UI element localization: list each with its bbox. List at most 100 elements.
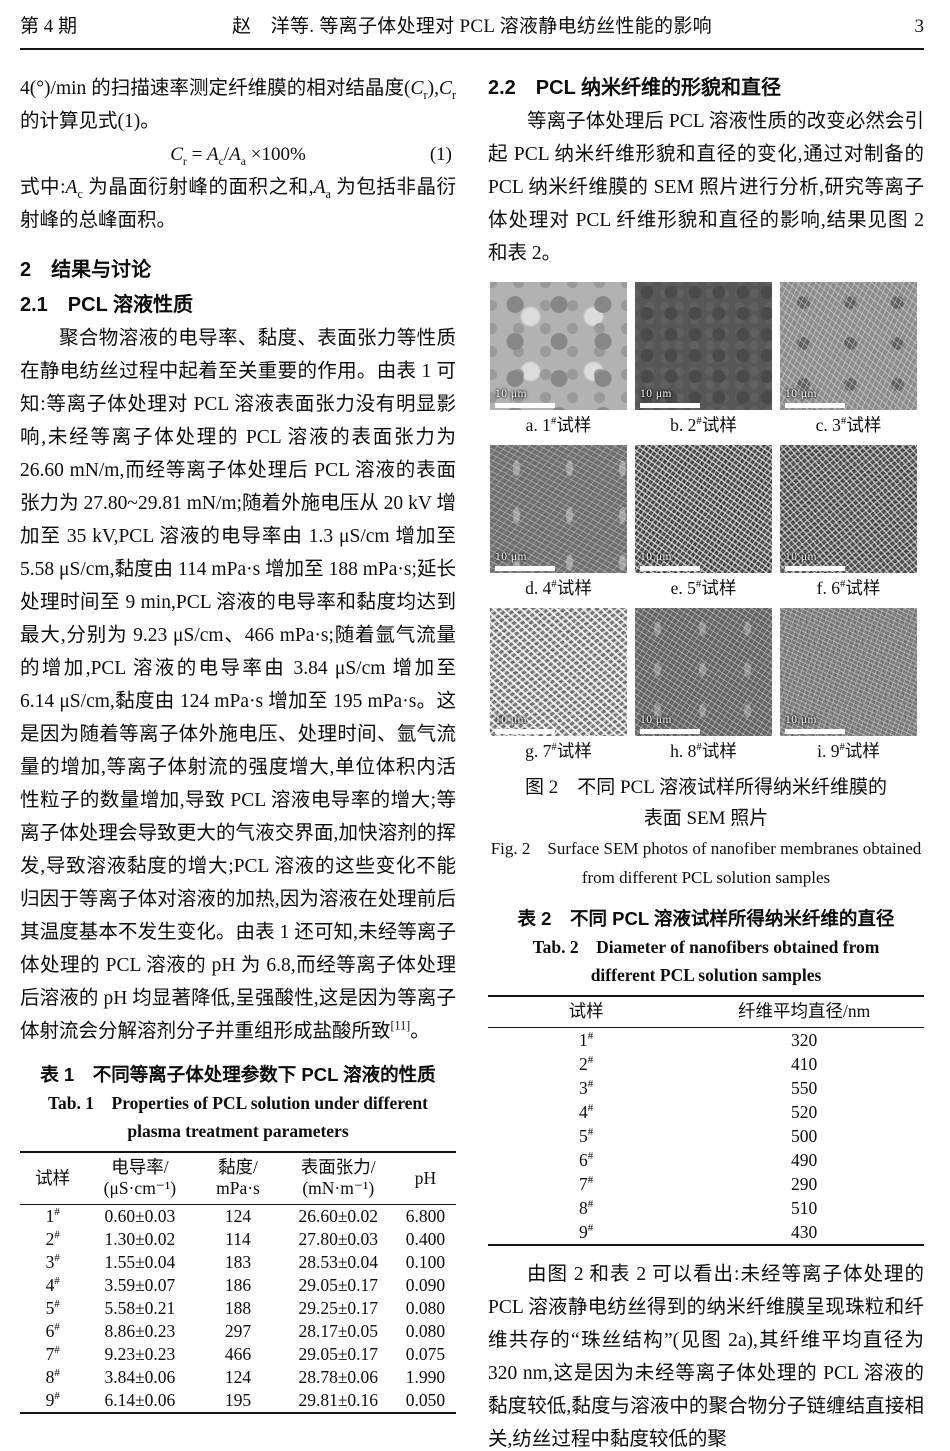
col-header-viscosity: 黏度/mPa·s bbox=[194, 1152, 282, 1205]
table-row: 7# 9.23±0.23 466 29.05±0.17 0.075 bbox=[20, 1343, 456, 1366]
table-2-caption-zh: 表 2 不同 PCL 溶液试样所得纳米纤维的直径 bbox=[517, 908, 895, 929]
cell-ph: 1.990 bbox=[405, 1367, 446, 1387]
scale-label: 10 μm bbox=[495, 714, 527, 726]
scale-bar: 10 μm bbox=[640, 710, 700, 734]
table-1-caption: 表 1 不同等离子体处理参数下 PCL 溶液的性质 Tab. 1 Propert… bbox=[20, 1060, 456, 1145]
cell-diameter: 500 bbox=[790, 1125, 818, 1146]
cell-surface-tension: 29.25±0.17 bbox=[298, 1298, 379, 1318]
cell-conductivity: 6.14±0.06 bbox=[104, 1390, 176, 1410]
table-row: 7# 290 bbox=[488, 1172, 924, 1196]
sem-caption: h. 8#试样 bbox=[670, 741, 737, 761]
scale-label: 10 μm bbox=[785, 551, 817, 563]
scale-bar-line bbox=[495, 566, 555, 571]
cell-sample: 1# bbox=[45, 1206, 60, 1226]
col-header-surface-tension: 表面张力/(mN·m⁻¹) bbox=[281, 1152, 395, 1205]
table-row: 9# 6.14±0.06 195 29.81±0.16 0.050 bbox=[20, 1389, 456, 1413]
figure-2-caption: 图 2 不同 PCL 溶液试样所得纳米纤维膜的 表面 SEM 照片 Fig. 2… bbox=[488, 772, 924, 892]
running-title: 赵 洋等. 等离子体处理对 PCL 溶液静电纺丝性能的影响 bbox=[232, 16, 712, 37]
sem-tile: 10 μm f. 6#试样 bbox=[780, 445, 917, 599]
cell-sample: 4# bbox=[579, 1101, 594, 1122]
cell-conductivity: 9.23±0.23 bbox=[104, 1344, 176, 1364]
col-header-sample: 试样 bbox=[488, 996, 685, 1028]
sem-caption: f. 6#试样 bbox=[816, 578, 881, 598]
table-2-header-row: 试样 纤维平均直径/nm bbox=[488, 996, 924, 1028]
cell-viscosity: 114 bbox=[225, 1229, 251, 1249]
sem-caption: g. 7#试样 bbox=[525, 741, 592, 761]
cell-sample: 6# bbox=[579, 1149, 594, 1170]
sem-caption: c. 3#试样 bbox=[815, 415, 882, 435]
journal-issue: 第 4 期 bbox=[20, 16, 78, 37]
cell-surface-tension: 26.60±0.02 bbox=[298, 1206, 379, 1226]
cell-ph: 0.080 bbox=[405, 1321, 446, 1341]
scale-bar: 10 μm bbox=[785, 547, 845, 571]
sem-tile: 10 μm b. 2#试样 bbox=[635, 282, 772, 436]
cell-sample: 7# bbox=[45, 1344, 60, 1364]
cell-surface-tension: 29.05±0.17 bbox=[298, 1275, 379, 1295]
cell-ph: 0.050 bbox=[405, 1390, 446, 1410]
col-header-diameter: 纤维平均直径/nm bbox=[684, 996, 924, 1028]
scale-label: 10 μm bbox=[640, 388, 672, 400]
sem-image-sample-1: 10 μm bbox=[490, 282, 627, 410]
table-row: 6# 490 bbox=[488, 1148, 924, 1172]
cell-diameter: 490 bbox=[790, 1149, 818, 1170]
cell-conductivity: 1.55±0.04 bbox=[104, 1252, 176, 1272]
cell-ph: 0.075 bbox=[405, 1344, 446, 1364]
scale-bar: 10 μm bbox=[495, 384, 555, 408]
cell-conductivity: 3.84±0.06 bbox=[104, 1367, 176, 1387]
cell-ph: 6.800 bbox=[405, 1206, 446, 1226]
cell-diameter: 510 bbox=[790, 1197, 818, 1218]
scale-bar-line bbox=[640, 566, 700, 571]
sem-caption: e. 5#试样 bbox=[670, 578, 737, 598]
cell-conductivity: 5.58±0.21 bbox=[104, 1298, 176, 1318]
equation-expression: Cr = Ac/Aa ×100% bbox=[170, 144, 306, 168]
sem-image-sample-3: 10 μm bbox=[780, 282, 917, 410]
table-row: 6# 8.86±0.23 297 28.17±0.05 0.080 bbox=[20, 1320, 456, 1343]
cell-ph: 0.400 bbox=[405, 1229, 446, 1249]
scale-label: 10 μm bbox=[495, 388, 527, 400]
cell-sample: 3# bbox=[579, 1077, 594, 1098]
sem-image-sample-4: 10 μm bbox=[490, 445, 627, 573]
scale-bar-line bbox=[495, 729, 555, 734]
scale-label: 10 μm bbox=[785, 714, 817, 726]
cell-ph: 0.090 bbox=[405, 1275, 446, 1295]
table-2-caption-en2: different PCL solution samples bbox=[590, 965, 822, 985]
equation-number: (1) bbox=[429, 144, 452, 165]
scale-label: 10 μm bbox=[785, 388, 817, 400]
scale-bar-line bbox=[495, 403, 555, 408]
cell-viscosity: 466 bbox=[224, 1344, 252, 1364]
scale-label: 10 μm bbox=[640, 551, 672, 563]
cell-viscosity: 124 bbox=[224, 1206, 252, 1226]
figure-2-caption-en2: from different PCL solution samples bbox=[581, 868, 831, 887]
cell-conductivity: 3.59±0.07 bbox=[104, 1275, 176, 1295]
sem-caption: i. 9#试样 bbox=[817, 741, 880, 761]
cell-sample: 9# bbox=[45, 1390, 60, 1410]
cell-viscosity: 124 bbox=[224, 1367, 252, 1387]
section-2-heading: 2 结果与讨论 bbox=[20, 259, 152, 281]
figure-2-caption-zh1: 图 2 不同 PCL 溶液试样所得纳米纤维膜的 bbox=[525, 777, 887, 798]
cell-diameter: 320 bbox=[790, 1029, 818, 1050]
paragraph-solution-properties: 聚合物溶液的电导率、黏度、表面张力等性质在静电纺丝过程中起着至关重要的作用。由表… bbox=[20, 328, 456, 1042]
page-header: 第 4 期 赵 洋等. 等离子体处理对 PCL 溶液静电纺丝性能的影响 3 bbox=[20, 14, 924, 40]
scale-bar-line bbox=[785, 403, 845, 408]
cell-diameter: 410 bbox=[790, 1053, 818, 1074]
cell-sample: 8# bbox=[45, 1367, 60, 1387]
right-column: 2.2 PCL 纳米纤维的形貌和直径 等离子体处理后 PCL 溶液性质的改变必然… bbox=[488, 72, 924, 1451]
col-header-ph: pH bbox=[394, 1152, 456, 1205]
cell-surface-tension: 27.80±0.03 bbox=[298, 1229, 379, 1249]
cell-diameter: 290 bbox=[790, 1173, 818, 1194]
equation-1: Cr = Ac/Aa ×100% (1) bbox=[20, 139, 456, 170]
sem-caption: d. 4#试样 bbox=[525, 578, 592, 598]
cell-sample: 5# bbox=[45, 1298, 60, 1318]
sem-tile: 10 μm d. 4#试样 bbox=[490, 445, 627, 599]
cell-sample: 2# bbox=[579, 1053, 594, 1074]
table-1-caption-en1: Tab. 1 Properties of PCL solution under … bbox=[47, 1093, 428, 1113]
cell-sample: 9# bbox=[579, 1221, 594, 1242]
scale-bar-line bbox=[785, 566, 845, 571]
table-row: 3# 550 bbox=[488, 1076, 924, 1100]
sem-tile: 10 μm a. 1#试样 bbox=[490, 282, 627, 436]
figure-2-caption-zh2: 表面 SEM 照片 bbox=[643, 808, 769, 829]
paragraph-crystallinity: 4(°)/min 的扫描速率测定纤维膜的相对结晶度(Cr),Cr 的计算见式(1… bbox=[20, 78, 456, 132]
col-header-sample: 试样 bbox=[20, 1152, 86, 1205]
sem-image-sample-5: 10 μm bbox=[635, 445, 772, 573]
